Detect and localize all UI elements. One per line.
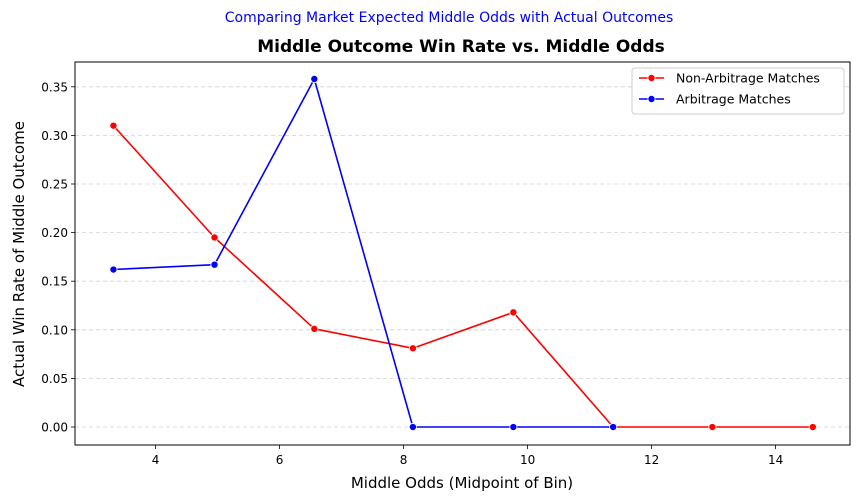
chart-title: Middle Outcome Win Rate vs. Middle Odds	[257, 37, 665, 57]
y-tick-label: 0.30	[41, 129, 68, 143]
data-point-non-arbitrage	[210, 233, 219, 242]
data-point-non-arbitrage	[808, 423, 817, 432]
y-tick-label: 0.05	[41, 372, 68, 386]
data-point-arbitrage	[210, 260, 219, 269]
series-lines	[109, 75, 817, 432]
legend-marker-non-arbitrage	[647, 74, 656, 83]
data-point-non-arbitrage	[310, 324, 319, 333]
data-point-non-arbitrage	[708, 423, 717, 432]
x-axis-label: Middle Odds (Midpoint of Bin)	[351, 474, 573, 492]
y-tick-label: 0.10	[41, 323, 68, 337]
data-point-arbitrage	[609, 423, 618, 432]
legend: Non-Arbitrage Matches Arbitrage Matches	[631, 67, 845, 115]
plot-area-frame	[74, 61, 851, 446]
data-point-arbitrage	[109, 265, 118, 274]
y-tick-label: 0.00	[41, 421, 68, 435]
y-tick-label: 0.35	[41, 80, 68, 94]
x-tick-label: 12	[644, 453, 659, 467]
legend-label-arbitrage: Arbitrage Matches	[676, 92, 791, 107]
y-axis-label: Actual Win Rate of Middle Outcome	[10, 121, 28, 387]
x-tick-label: 10	[520, 453, 535, 467]
axis-ticks: 0.00 0.05 0.10 0.15 0.20 0.25 0.30 0.35 4 6 8 10 12 1…	[41, 80, 783, 467]
data-point-arbitrage	[310, 75, 319, 84]
legend-marker-arbitrage	[647, 95, 656, 104]
data-point-non-arbitrage	[109, 121, 118, 130]
data-point-non-arbitrage	[509, 308, 518, 317]
x-tick-label: 14	[768, 453, 783, 467]
data-point-arbitrage	[509, 423, 518, 432]
y-tick-label: 0.20	[41, 226, 68, 240]
series-line-non-arbitrage	[112, 125, 813, 428]
y-tick-label: 0.15	[41, 275, 68, 289]
series-line-arbitrage	[113, 78, 614, 428]
x-tick-label: 8	[400, 453, 408, 467]
x-tick-label: 4	[152, 453, 160, 467]
y-tick-label: 0.25	[41, 177, 68, 191]
data-point-arbitrage	[408, 423, 417, 432]
legend-label-non-arbitrage: Non-Arbitrage Matches	[676, 71, 820, 86]
data-point-non-arbitrage	[408, 344, 417, 353]
x-tick-label: 6	[276, 453, 284, 467]
legend-frame	[631, 67, 845, 115]
gridlines	[75, 86, 850, 428]
chart-suptitle: Comparing Market Expected Middle Odds wi…	[225, 10, 674, 26]
